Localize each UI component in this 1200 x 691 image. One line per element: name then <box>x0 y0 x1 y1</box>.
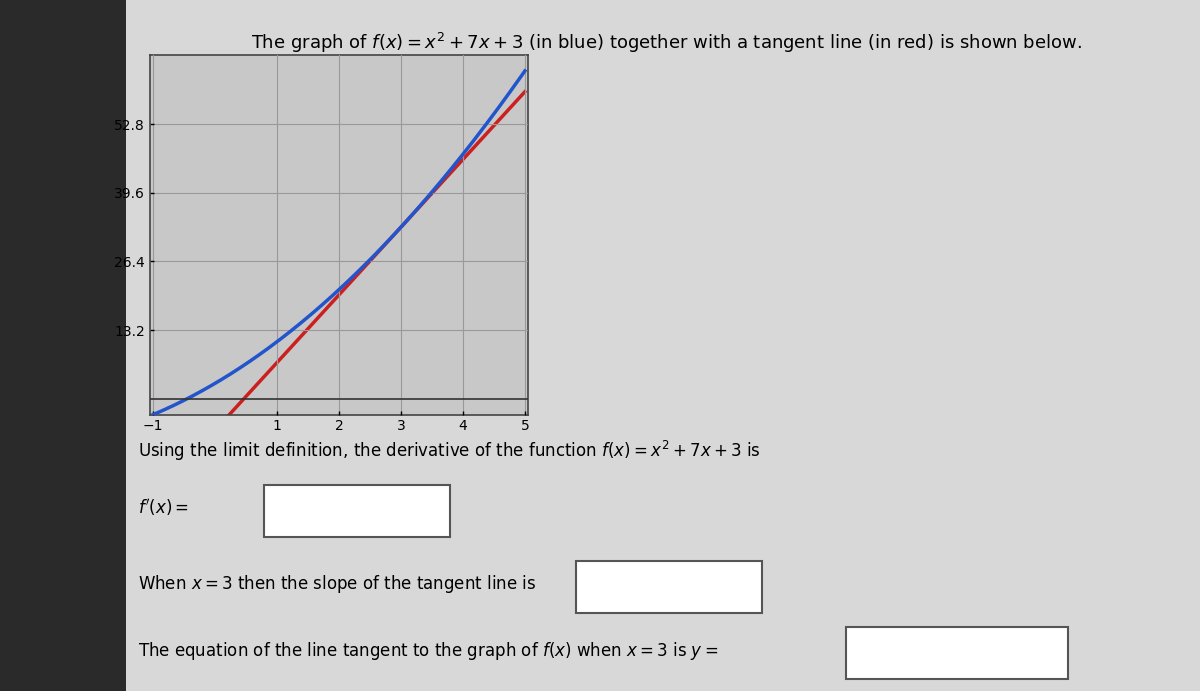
Text: Using the limit definition, the derivative of the function $f(x) = x^2 + 7x + 3$: Using the limit definition, the derivati… <box>138 439 761 463</box>
Text: When $x = 3$ then the slope of the tangent line is: When $x = 3$ then the slope of the tange… <box>138 573 536 595</box>
Text: $f'(x) =$: $f'(x) =$ <box>138 498 190 518</box>
Text: The equation of the line tangent to the graph of $f(x)$ when $x = 3$ is $y =$: The equation of the line tangent to the … <box>138 640 718 662</box>
Text: The graph of $f(x) = x^2 + 7x + 3$ (in blue) together with a tangent line (in re: The graph of $f(x) = x^2 + 7x + 3$ (in b… <box>251 31 1081 55</box>
